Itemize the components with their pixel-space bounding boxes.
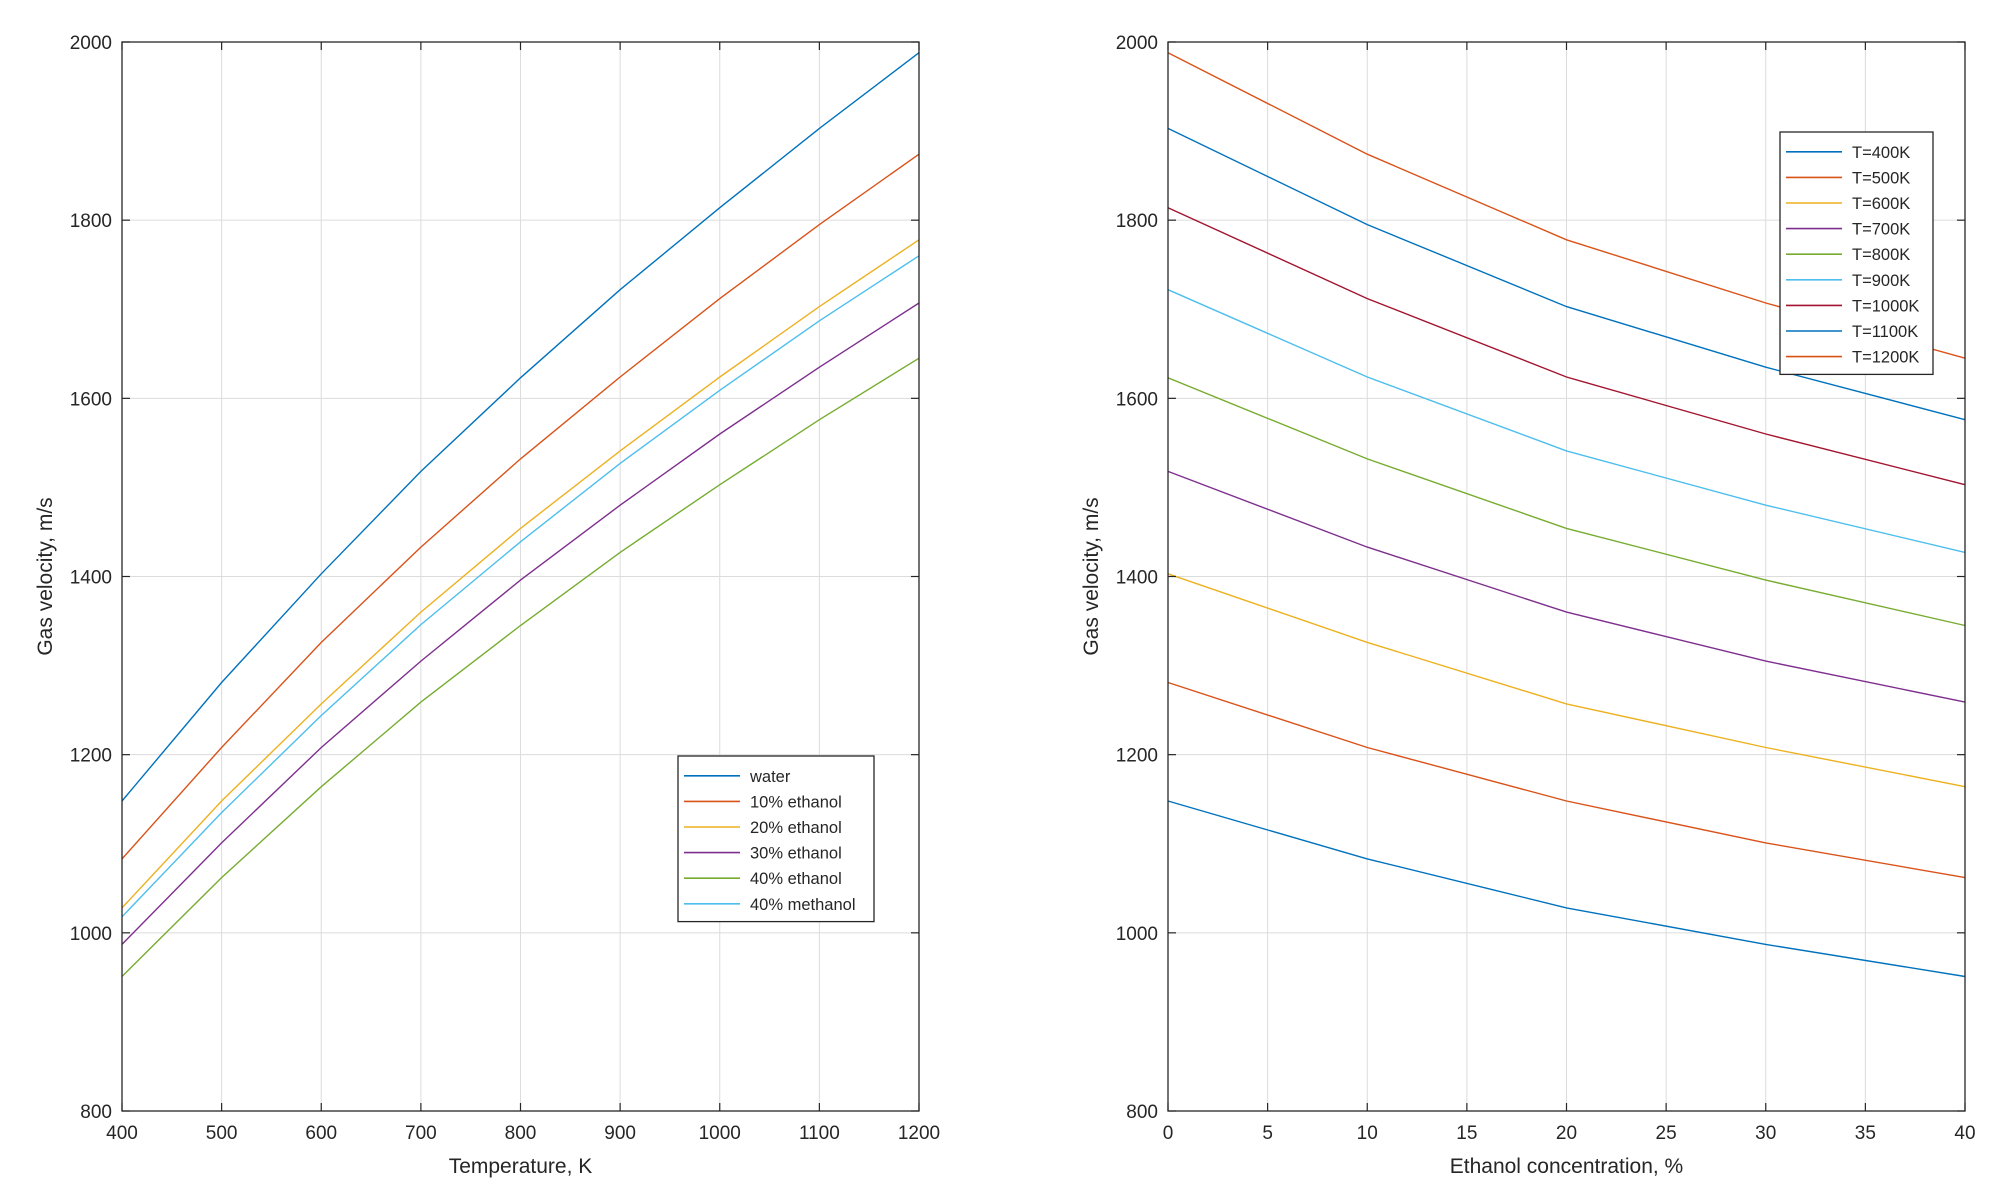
y-tick-label: 1600: [1116, 389, 1158, 410]
legend-box: [677, 755, 875, 923]
x-axis-label: Temperature, K: [449, 1155, 593, 1178]
series-line-3: [121, 239, 920, 909]
x-tick-label: 1200: [898, 1123, 940, 1144]
x-tick-label: 600: [305, 1123, 337, 1144]
x-tick-label: 20: [1556, 1123, 1577, 1144]
y-tick-label: 1000: [70, 924, 112, 945]
y-tick-label: 1400: [70, 568, 112, 589]
x-tick-label: 1100: [799, 1123, 840, 1144]
series-line-2: [121, 153, 920, 860]
y-tick-label: 1800: [70, 211, 112, 232]
y-tick-label: 1600: [70, 389, 112, 410]
y-tick-label: 2000: [1116, 33, 1158, 54]
x-tick-label: 25: [1656, 1123, 1677, 1144]
legend-label: T=400K: [1852, 144, 1910, 162]
series-line-1: [1167, 800, 1966, 978]
series-line-2: [1167, 681, 1966, 879]
y-tick-label: 1200: [70, 746, 112, 767]
legend-label: 20% ethanol: [750, 819, 842, 837]
y-tick-label: 2000: [70, 33, 112, 54]
legend-label: T=1200K: [1852, 349, 1919, 367]
series-line-3: [1167, 573, 1966, 788]
x-tick-label: 1000: [699, 1123, 741, 1144]
legend-label: T=500K: [1852, 169, 1910, 187]
legend-label: T=900K: [1852, 272, 1910, 290]
series-line-5: [121, 357, 920, 977]
series-line-6: [121, 255, 920, 918]
legend-label: 10% ethanol: [750, 793, 842, 811]
legend-label: T=1100K: [1852, 323, 1918, 341]
x-tick-label: 30: [1755, 1123, 1776, 1144]
series-line-6: [1167, 289, 1966, 554]
series-line-5: [1167, 377, 1966, 627]
legend-label: 40% methanol: [750, 896, 856, 914]
x-tick-label: 700: [405, 1123, 437, 1144]
legend-label: T=700K: [1852, 221, 1910, 239]
series-line-1: [121, 52, 920, 802]
y-tick-label: 800: [80, 1102, 112, 1123]
y-tick-label: 1200: [1116, 746, 1158, 767]
series-line-8: [1167, 127, 1966, 421]
x-tick-label: 15: [1456, 1123, 1477, 1144]
legend: T=400K T=500K T=600K T=700K T=800K T=900K T=10…: [1779, 131, 1934, 376]
x-axis-label: Ethanol concentration, %: [1450, 1155, 1683, 1178]
x-tick-label: 900: [604, 1123, 636, 1144]
y-tick-label: 1800: [1116, 211, 1158, 232]
series-line-4: [121, 302, 920, 945]
x-tick-label: 400: [106, 1123, 138, 1144]
legend-label: T=800K: [1852, 246, 1910, 264]
y-tick-label: 800: [1126, 1102, 1158, 1123]
y-tick-label: 1000: [1116, 924, 1158, 945]
y-tick-label: 1400: [1116, 568, 1158, 589]
legend-label: T=1000K: [1852, 297, 1919, 315]
series-line-4: [1167, 470, 1966, 703]
legend-label: T=600K: [1852, 195, 1910, 213]
x-tick-label: 500: [206, 1123, 238, 1144]
x-tick-label: 800: [505, 1123, 537, 1144]
legend-label: water: [749, 768, 791, 786]
x-tick-label: 10: [1357, 1123, 1378, 1144]
legend-box: [1779, 131, 1934, 376]
chart-1: 400 500 600 700 800 900 1000 1100 1200 800 1000 120…: [34, 33, 940, 1178]
series-line-7: [1167, 207, 1966, 486]
legend-label: 40% ethanol: [750, 870, 842, 888]
y-axis-label: Gas velocity, m/s: [1080, 497, 1103, 655]
x-tick-label: 5: [1262, 1123, 1273, 1144]
x-tick-label: 0: [1163, 1123, 1174, 1144]
x-tick-label: 35: [1855, 1123, 1876, 1144]
legend: water 10% ethanol 20% ethanol 30% ethanol 40…: [677, 755, 875, 923]
x-tick-label: 40: [1954, 1123, 1975, 1144]
legend-label: 30% ethanol: [750, 845, 842, 863]
chart-2: 0 5 10 15 20 25 30 35 40 800 1000 1200 1400 1600 1800 2…: [1080, 33, 1976, 1178]
y-axis-label: Gas velocity, m/s: [34, 497, 57, 655]
